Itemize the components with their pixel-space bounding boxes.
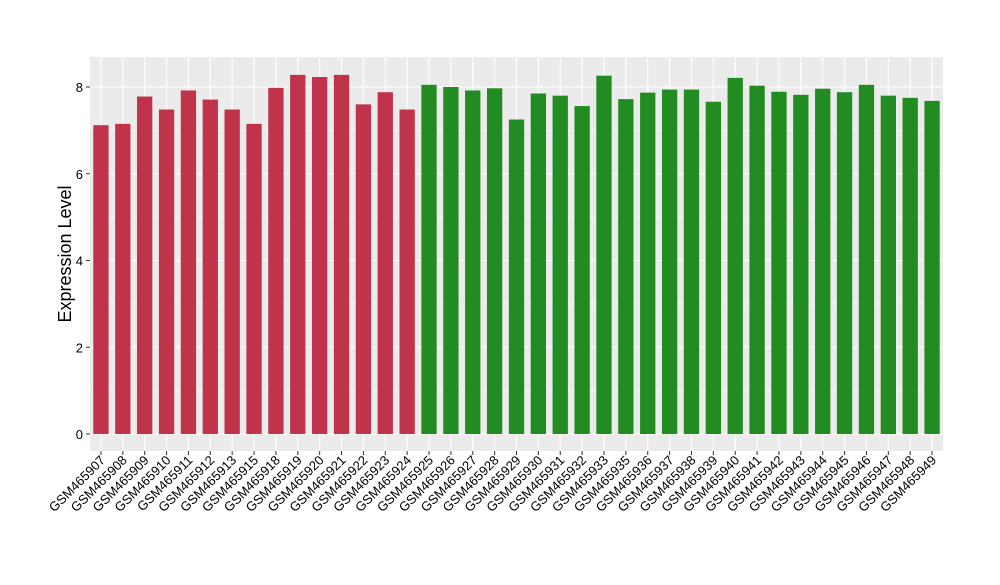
bar [683, 89, 700, 434]
bar [377, 92, 393, 434]
bar [443, 87, 459, 434]
bar [596, 75, 612, 434]
bar [727, 77, 743, 435]
bar [880, 95, 896, 435]
bar [858, 84, 875, 435]
bar [574, 106, 590, 435]
bar [771, 91, 787, 435]
bar [399, 109, 415, 435]
bar [902, 97, 918, 434]
bar [224, 109, 240, 435]
bar [618, 99, 634, 435]
bar [508, 119, 525, 434]
bar [421, 84, 437, 435]
bar [311, 77, 328, 435]
bar [661, 89, 678, 434]
bar [355, 104, 372, 434]
y-tick-label: 8 [76, 80, 83, 95]
bar [180, 90, 197, 434]
bar [158, 109, 175, 435]
bar [749, 85, 765, 434]
bar [333, 74, 350, 434]
bar [290, 74, 306, 434]
y-tick-label: 6 [76, 167, 83, 182]
bar [246, 123, 262, 435]
bar [640, 92, 656, 435]
bar [93, 125, 109, 435]
bar [793, 94, 809, 435]
bars [93, 74, 940, 435]
y-tick-label: 2 [76, 340, 83, 355]
bar [924, 100, 940, 434]
bar [137, 96, 153, 434]
y-tick-label: 4 [76, 254, 83, 269]
bar [268, 87, 284, 435]
y-axis: 0 2 4 6 8 [76, 80, 90, 442]
bar [552, 95, 568, 435]
bar [486, 88, 503, 435]
bar [836, 92, 853, 434]
bar [705, 101, 722, 434]
x-axis: GSM465907GSM465908GSM465909GSM465910GSM4… [46, 451, 939, 515]
bar [465, 90, 481, 434]
y-axis-label: Expression Level [55, 185, 75, 322]
bar [115, 123, 131, 435]
y-tick-label: 0 [76, 427, 83, 442]
bar [202, 99, 218, 435]
bar [530, 93, 547, 434]
bar [815, 88, 831, 435]
